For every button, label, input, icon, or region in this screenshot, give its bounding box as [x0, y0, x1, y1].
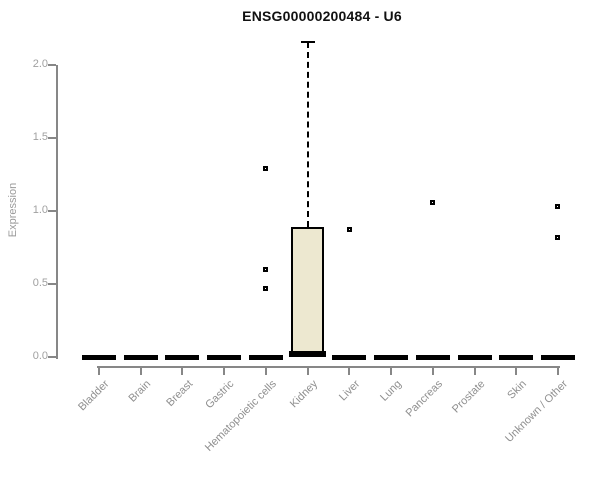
chart-title: ENSG00000200484 - U6	[242, 8, 402, 24]
collapsed-box-median	[248, 354, 283, 360]
median-line	[289, 351, 327, 358]
x-axis-category-label: Breast	[163, 378, 195, 409]
upper-whisker	[306, 41, 309, 228]
y-axis-tick-label: 0.0	[32, 350, 48, 362]
collapsed-box-median	[499, 354, 534, 360]
x-axis-tick	[223, 368, 226, 375]
y-axis-tick	[48, 64, 56, 66]
x-axis-tick	[139, 368, 142, 375]
x-axis-category-label: Kidney	[287, 378, 321, 411]
x-axis-tick	[348, 368, 351, 375]
x-axis-line	[97, 366, 560, 368]
x-axis-tick	[556, 368, 559, 375]
outlier-point	[555, 234, 561, 240]
x-axis-category-label: Skin	[505, 378, 529, 402]
collapsed-box-median	[415, 354, 450, 360]
y-axis-tick	[48, 210, 56, 212]
x-axis-category-label: Gastric	[203, 378, 237, 412]
x-axis-category-label: Hematopoietic cells	[202, 378, 279, 454]
x-axis-category-label: Prostate	[449, 378, 488, 416]
outlier-point	[555, 204, 561, 210]
outlier-point	[263, 166, 269, 172]
x-axis-category-label: Lung	[377, 378, 404, 404]
x-axis-category-label: Pancreas	[403, 378, 446, 420]
outlier-point	[263, 285, 269, 291]
x-axis-tick	[390, 368, 393, 375]
x-axis-tick	[264, 368, 267, 375]
y-axis-tick-label: 2.0	[32, 58, 48, 70]
x-axis-tick	[515, 368, 518, 375]
outlier-point	[430, 199, 436, 205]
x-axis-tick	[306, 368, 309, 375]
upper-whisker-cap	[300, 40, 315, 43]
y-axis-tick-label: 1.5	[32, 131, 48, 143]
collapsed-box-median	[332, 354, 367, 360]
x-axis-tick	[473, 368, 476, 375]
y-axis-tick	[48, 356, 56, 358]
collapsed-box-median	[123, 354, 158, 360]
y-axis-tick-label: 0.5	[32, 277, 48, 289]
collapsed-box-median	[207, 354, 242, 360]
x-axis-tick	[181, 368, 184, 375]
x-axis-category-label: Bladder	[76, 378, 112, 414]
collapsed-box-median	[540, 354, 575, 360]
x-axis-category-label: Brain	[126, 378, 154, 405]
y-axis-tick-label: 1.0	[32, 204, 48, 216]
y-axis-tick	[48, 283, 56, 285]
collapsed-box-median	[165, 354, 200, 360]
outlier-point	[263, 266, 269, 272]
x-axis-tick	[431, 368, 434, 375]
x-axis-tick	[98, 368, 100, 375]
x-axis-category-label: Liver	[336, 378, 362, 404]
box-kidney	[291, 227, 325, 357]
y-axis-line	[56, 65, 58, 359]
outlier-point	[346, 227, 352, 233]
collapsed-box-median	[82, 354, 116, 360]
collapsed-box-median	[374, 354, 409, 360]
collapsed-box-median	[457, 354, 492, 360]
y-axis-tick	[48, 137, 56, 139]
